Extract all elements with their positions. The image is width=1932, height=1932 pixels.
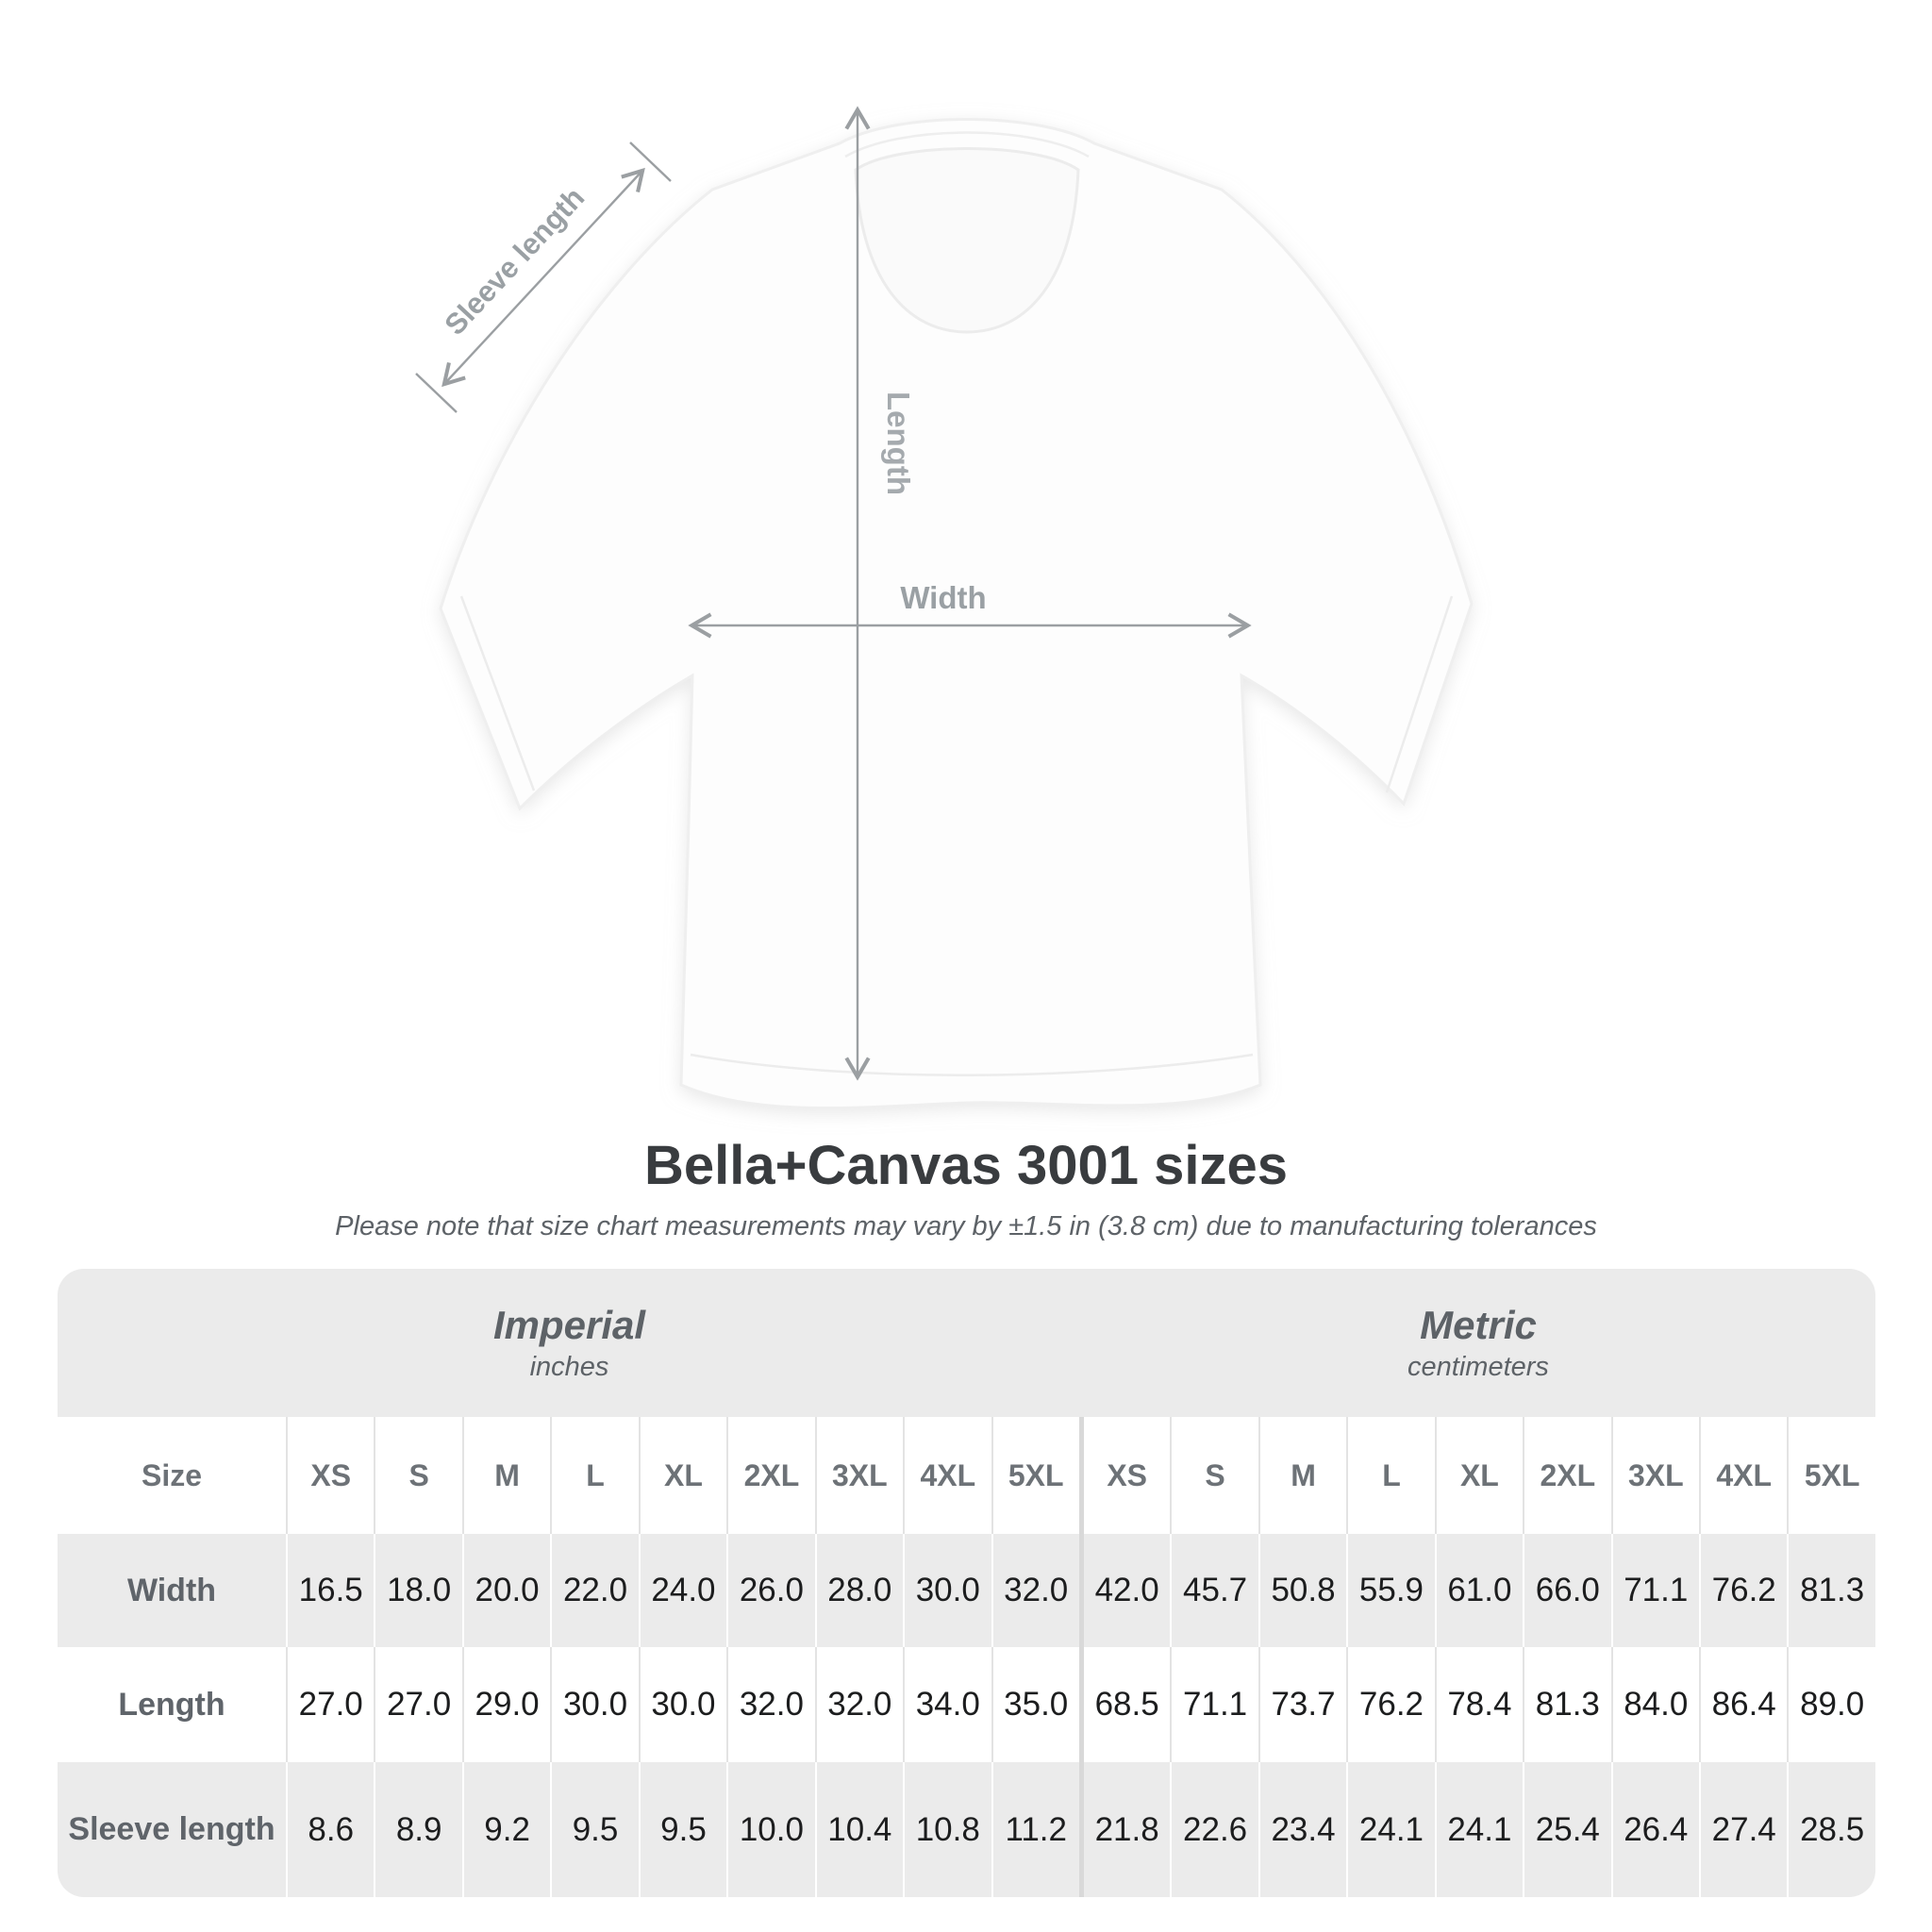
value-cell-imperial: 30.0	[638, 1647, 726, 1762]
value-cell-imperial: 32.0	[726, 1647, 814, 1762]
value-cell-metric: 28.5	[1787, 1762, 1874, 1897]
value-cell-metric: 78.4	[1434, 1647, 1523, 1762]
value-cell-imperial: 30.0	[550, 1647, 638, 1762]
sleeve-arrow-end-tick	[629, 142, 672, 182]
value-cell-imperial: 27.0	[374, 1647, 461, 1762]
unit-header-band: Imperial inches Metric centimeters	[58, 1269, 1875, 1417]
row-label: Length	[118, 1686, 225, 1723]
tshirt-measurement-figure: Sleeve length Length Width	[415, 106, 1474, 1109]
value-cell-imperial: 20.0	[461, 1534, 550, 1647]
value-cell-imperial: 9.5	[550, 1762, 638, 1897]
size-col-header-imperial: L	[550, 1417, 638, 1534]
size-col-header-metric: XS	[1078, 1417, 1170, 1534]
value-cell-imperial: 10.8	[903, 1762, 991, 1897]
value-cell-imperial: 10.0	[726, 1762, 814, 1897]
sleeve-length-arrow	[441, 167, 645, 388]
size-grid: Size XS S M L XL 2XL 3XL 4XL 5XL XS S M L XL 2XL 3XL 4XL 5…	[58, 1417, 1875, 1897]
value-cell-metric: 55.9	[1346, 1534, 1434, 1647]
size-col-header-metric: 2XL	[1523, 1417, 1610, 1534]
table-row: Width 16.5 18.0 20.0 22.0 24.0 26.0 28.0 30.0 32.…	[58, 1534, 1875, 1647]
value-cell-imperial: 24.0	[638, 1534, 726, 1647]
value-cell-imperial: 35.0	[991, 1647, 1079, 1762]
row-label: Sleeve length	[68, 1811, 275, 1847]
value-cell-imperial: 11.2	[991, 1762, 1079, 1897]
imperial-title: Imperial	[492, 1303, 646, 1347]
value-cell-metric: 27.4	[1699, 1762, 1787, 1897]
value-cell-imperial: 16.5	[286, 1534, 374, 1647]
size-col-header-metric: 5XL	[1787, 1417, 1874, 1534]
value-cell-metric: 24.1	[1346, 1762, 1434, 1897]
corner-label: Size	[141, 1457, 203, 1492]
tolerance-note: Please note that size chart measurements…	[335, 1211, 1597, 1241]
sleeve-arrow-start-tick	[415, 373, 458, 413]
value-cell-metric: 23.4	[1257, 1762, 1346, 1897]
length-label: Length	[881, 391, 916, 495]
value-cell-metric: 26.4	[1610, 1762, 1699, 1897]
value-cell-metric: 84.0	[1610, 1647, 1699, 1762]
page-title: Bella+Canvas 3001 sizes	[644, 1135, 1288, 1196]
value-cell-imperial: 8.9	[374, 1762, 461, 1897]
value-cell-metric: 73.7	[1257, 1647, 1346, 1762]
value-cell-imperial: 32.0	[991, 1534, 1079, 1647]
value-cell-metric: 89.0	[1787, 1647, 1874, 1762]
value-cell-metric: 71.1	[1170, 1647, 1257, 1762]
value-cell-imperial: 26.0	[726, 1534, 814, 1647]
table-row: Sleeve length 8.6 8.9 9.2 9.5 9.5 10.0 10.4 10.8…	[58, 1762, 1875, 1897]
row-label: Width	[126, 1572, 217, 1608]
value-cell-metric: 24.1	[1434, 1762, 1523, 1897]
value-cell-metric: 66.0	[1523, 1534, 1610, 1647]
value-cell-imperial: 10.4	[814, 1762, 903, 1897]
size-col-header-imperial: XL	[638, 1417, 726, 1534]
value-cell-metric: 86.4	[1699, 1647, 1787, 1762]
size-col-header-metric: S	[1170, 1417, 1257, 1534]
value-cell-imperial: 8.6	[286, 1762, 374, 1897]
size-col-header-metric: 4XL	[1699, 1417, 1787, 1534]
size-col-header-imperial: XS	[286, 1417, 374, 1534]
size-col-header-imperial: M	[461, 1417, 550, 1534]
value-cell-imperial: 9.2	[461, 1762, 550, 1897]
value-cell-metric: 81.3	[1523, 1647, 1610, 1762]
size-col-header-metric: XL	[1434, 1417, 1523, 1534]
size-table: Imperial inches Metric centimeters Size X…	[58, 1269, 1875, 1897]
metric-title: Metric	[1420, 1303, 1537, 1347]
value-cell-metric: 25.4	[1523, 1762, 1610, 1897]
metric-header: Metric centimeters	[1081, 1269, 1875, 1417]
value-cell-imperial: 9.5	[638, 1762, 726, 1897]
size-col-header-imperial: S	[374, 1417, 461, 1534]
sleeve-length-label: Sleeve length	[438, 181, 591, 341]
value-cell-metric: 50.8	[1257, 1534, 1346, 1647]
value-cell-metric: 61.0	[1434, 1534, 1523, 1647]
imperial-header: Imperial inches	[58, 1269, 1081, 1417]
size-col-header-imperial: 4XL	[903, 1417, 991, 1534]
value-cell-imperial: 22.0	[550, 1534, 638, 1647]
size-col-header-metric: 3XL	[1610, 1417, 1699, 1534]
value-cell-imperial: 29.0	[461, 1647, 550, 1762]
value-cell-metric: 81.3	[1787, 1534, 1874, 1647]
value-cell-metric: 68.5	[1078, 1647, 1170, 1762]
size-col-header-metric: M	[1257, 1417, 1346, 1534]
width-label: Width	[900, 580, 986, 615]
value-cell-imperial: 18.0	[374, 1534, 461, 1647]
value-cell-metric: 21.8	[1078, 1762, 1170, 1897]
size-col-header-imperial: 2XL	[726, 1417, 814, 1534]
value-cell-imperial: 30.0	[903, 1534, 991, 1647]
imperial-unit: inches	[529, 1352, 609, 1382]
value-cell-metric: 45.7	[1170, 1534, 1257, 1647]
value-cell-metric: 71.1	[1610, 1534, 1699, 1647]
metric-unit: centimeters	[1407, 1352, 1549, 1382]
value-cell-imperial: 34.0	[903, 1647, 991, 1762]
measurement-arrows	[415, 106, 1252, 1081]
value-cell-imperial: 27.0	[286, 1647, 374, 1762]
size-col-header-imperial: 5XL	[991, 1417, 1079, 1534]
value-cell-metric: 42.0	[1078, 1534, 1170, 1647]
value-cell-imperial: 28.0	[814, 1534, 903, 1647]
size-header-row: Size XS S M L XL 2XL 3XL 4XL 5XL XS S M L XL 2XL 3XL 4XL 5…	[58, 1417, 1875, 1534]
value-cell-metric: 22.6	[1170, 1762, 1257, 1897]
value-cell-metric: 76.2	[1699, 1534, 1787, 1647]
table-row: Length 27.0 27.0 29.0 30.0 30.0 32.0 32.0 34.0 35…	[58, 1647, 1875, 1762]
size-col-header-metric: L	[1346, 1417, 1434, 1534]
value-cell-imperial: 32.0	[814, 1647, 903, 1762]
size-col-header-imperial: 3XL	[814, 1417, 903, 1534]
value-cell-metric: 76.2	[1346, 1647, 1434, 1762]
